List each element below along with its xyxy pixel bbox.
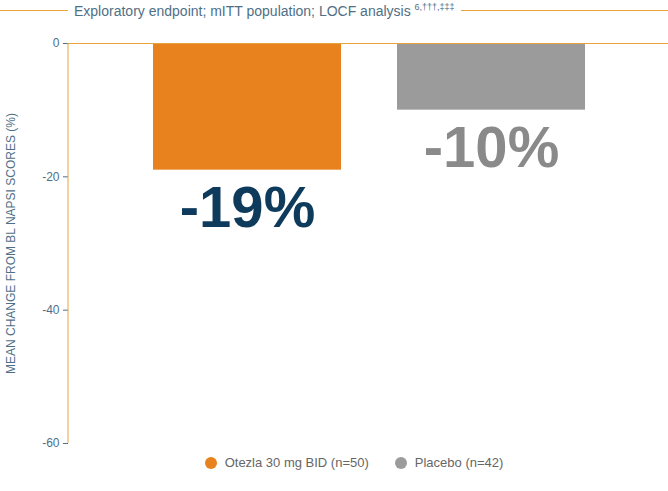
svg-text:-19%: -19% — [180, 174, 315, 239]
svg-text:0: 0 — [53, 36, 60, 50]
svg-text:-10%: -10% — [424, 114, 559, 179]
svg-text:MEAN CHANGE FROM BL NAPSI SCOR: MEAN CHANGE FROM BL NAPSI SCORES (%) — [4, 113, 18, 374]
html-text:Placebo (n=42): Placebo (n=42) — [414, 455, 504, 470]
svg-text:-60: -60 — [42, 436, 60, 450]
svg-text:-40: -40 — [42, 303, 60, 317]
html-text:Otezla 30 mg BID (n=50): Otezla 30 mg BID (n=50) — [224, 455, 369, 470]
html-text:Exploratory endpoint; mITT pop: Exploratory endpoint; mITT population; L… — [74, 1, 455, 19]
svg-text:-20: -20 — [42, 170, 60, 184]
